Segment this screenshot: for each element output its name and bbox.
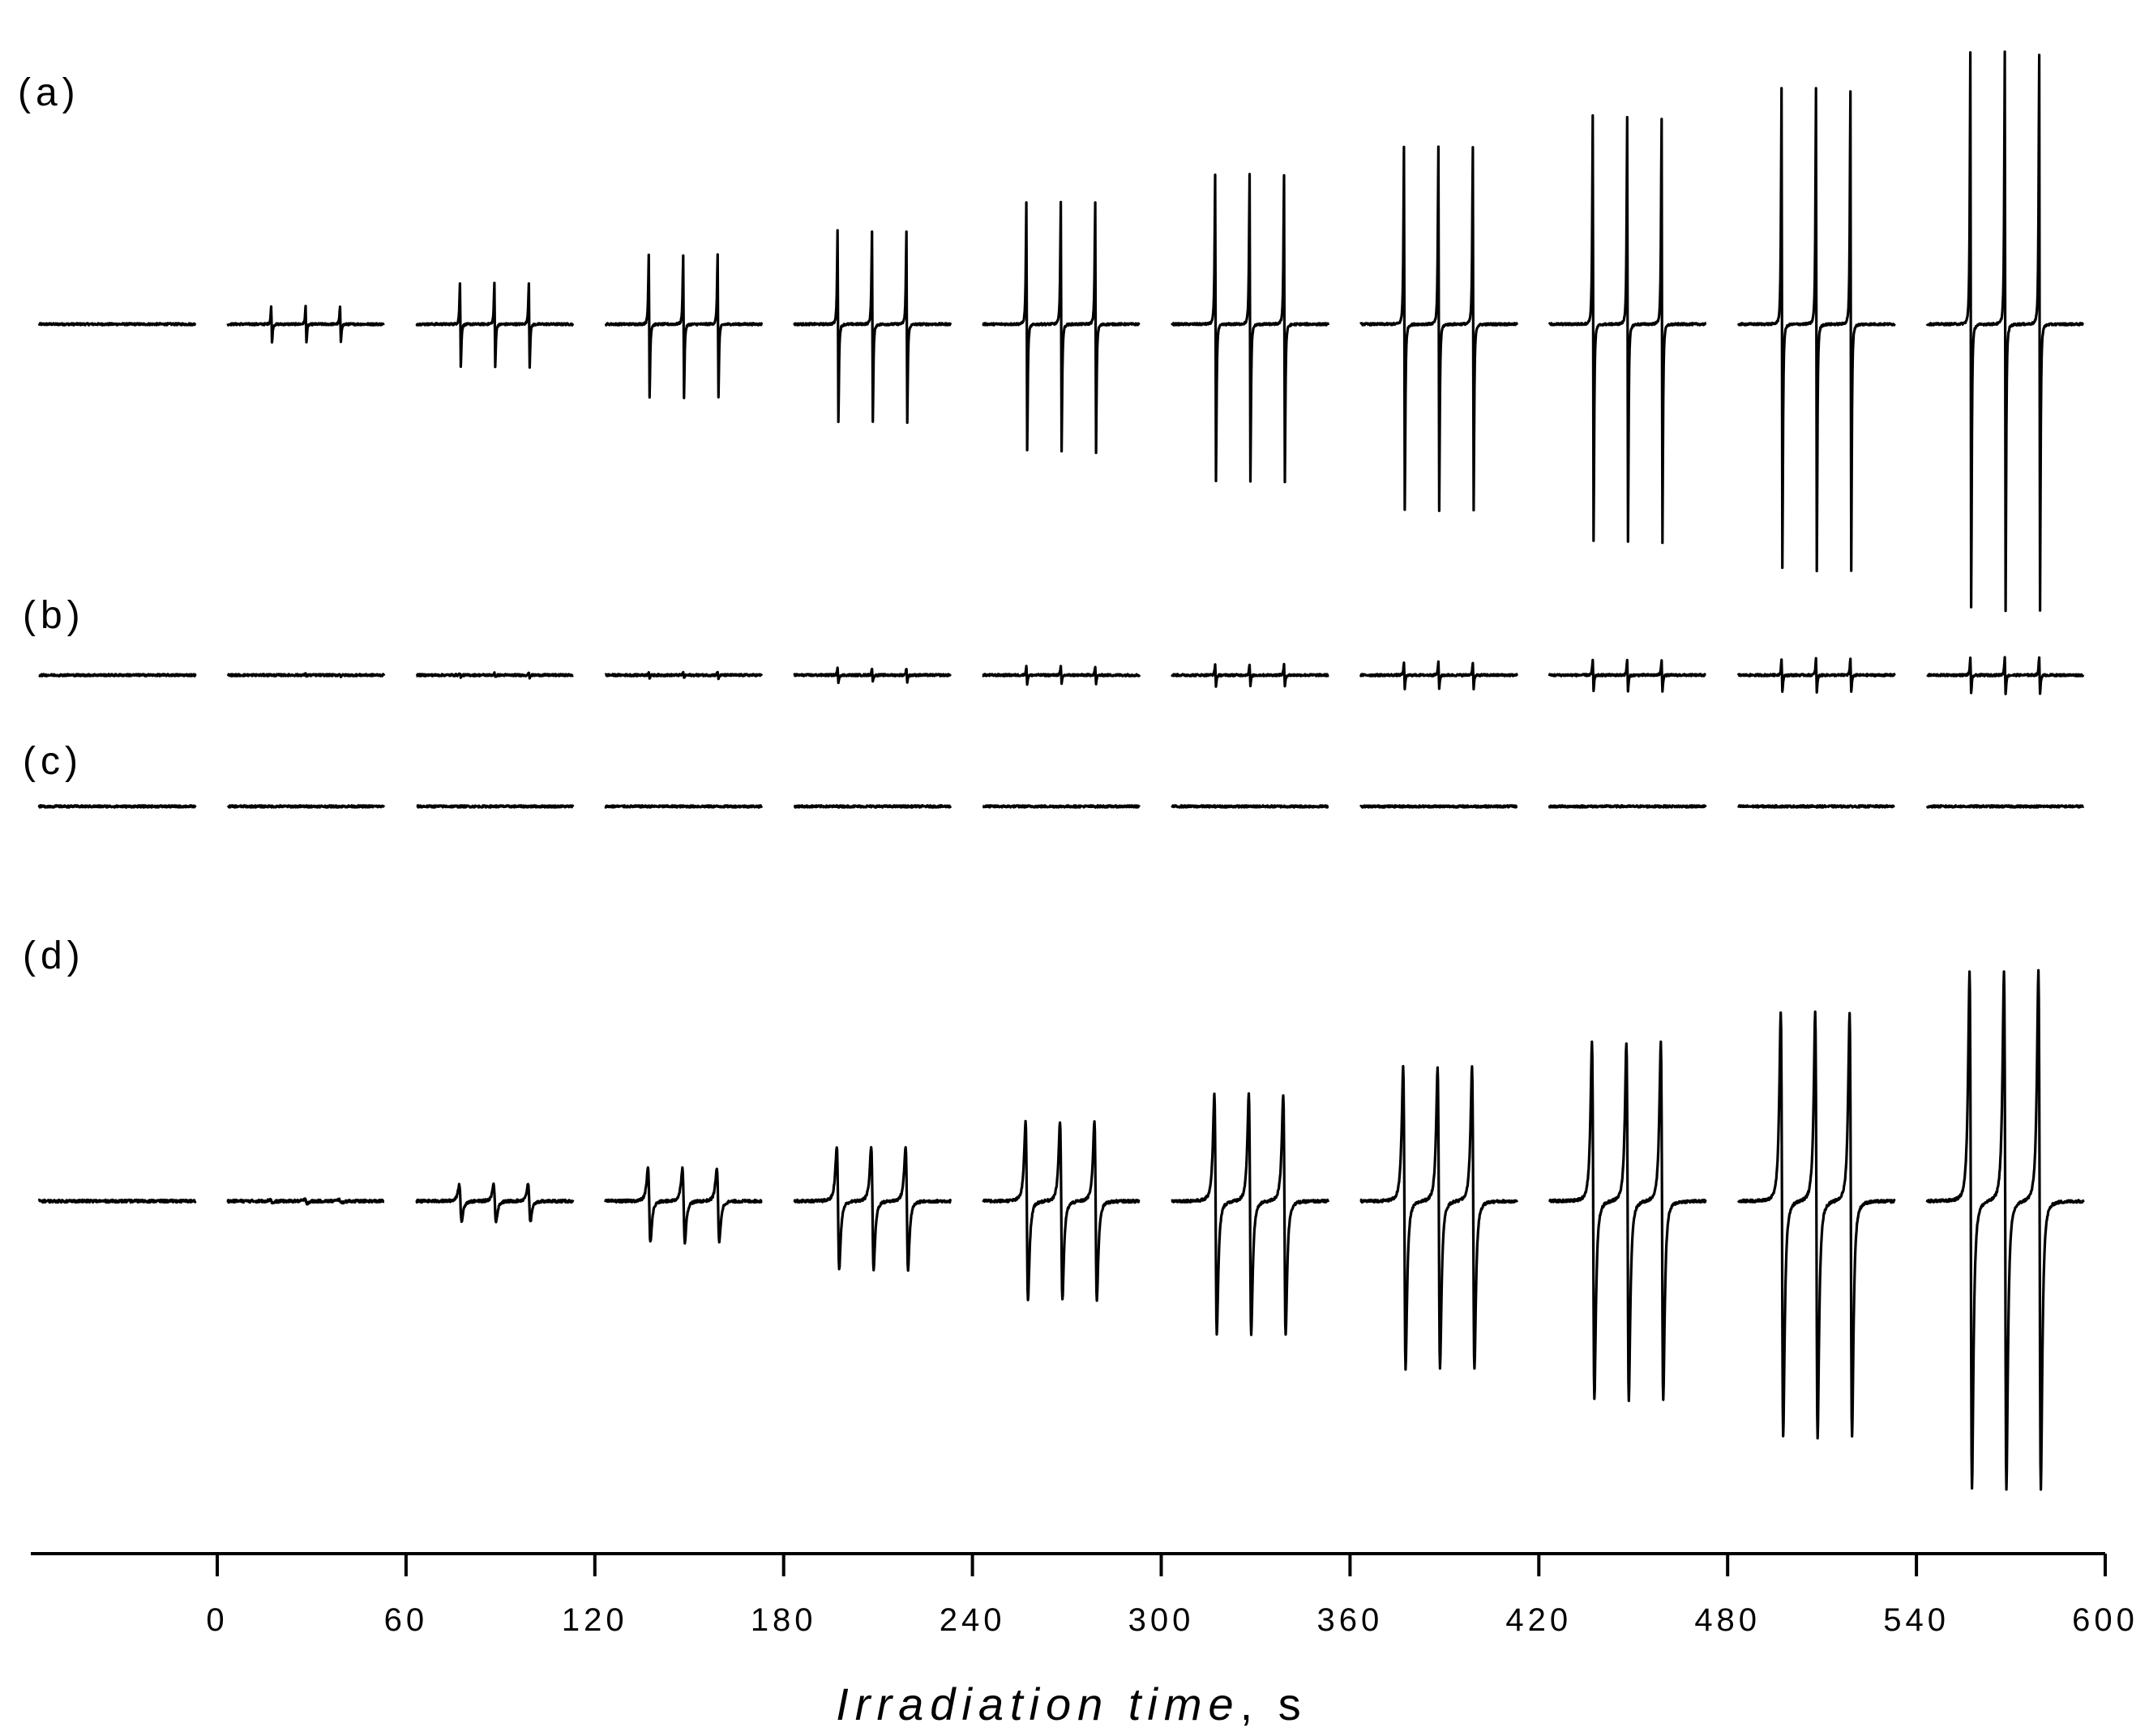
spectrum-trace [1359,660,1518,691]
spectrum-trace [1171,173,1330,484]
spectrum-trace [604,1165,763,1245]
spectrum-trace [37,673,197,678]
spectrum-trace [1926,656,2085,695]
spectrum-trace [982,200,1141,455]
spectrum-trace [1736,804,1896,809]
spectrum-trace [604,804,764,809]
spectrum-trace [226,804,386,809]
spectrum-trace [1359,1064,1518,1371]
panel-label-c: (c) [23,740,83,783]
x-tick-label: 60 [384,1602,429,1638]
spectrum-trace [604,670,764,681]
spectrum-trace [226,672,386,678]
x-tick-label: 120 [562,1602,628,1638]
x-axis: 0 60 120 180 240 300 360 420 480 540 600 [31,1552,2138,1638]
spectrum-trace [1925,50,2085,613]
x-axis-title: Irradiation time, s [836,1678,1308,1730]
spectrum-trace [982,804,1141,809]
spectrum-trace [37,804,197,809]
spectrum-trace [226,1197,386,1206]
spectrum-trace [604,253,764,400]
panel-label-b: (b) [23,594,85,637]
x-tick-label: 540 [1883,1602,1950,1638]
spectrum-trace [793,804,952,809]
spectrum-trace [793,666,952,685]
x-axis-title-unit: , s [1240,1678,1308,1730]
spectrum-trace [1548,1040,1707,1403]
spectra-traces [37,50,2085,1491]
spectrum-trace [1359,145,1518,512]
panel-labels: (a) (b) (c) (d) [18,71,85,977]
x-tick-label: 600 [2072,1602,2138,1638]
spectrum-trace [1548,804,1707,809]
spectrum-trace [1171,804,1329,809]
spectrum-trace [1548,658,1707,693]
x-axis-ticks: 0 60 120 180 240 300 360 420 480 540 600 [206,1554,2138,1638]
spectrum-trace [793,229,952,425]
spectrum-trace [1171,662,1329,688]
spectrum-trace [1359,804,1518,809]
x-tick-label: 360 [1317,1602,1384,1638]
x-tick-label: 0 [206,1602,228,1638]
spectrum-trace [1736,87,1896,573]
spectrum-trace [415,804,575,809]
spectrum-trace [37,322,197,327]
spectrum-trace [226,305,386,344]
panel-label-d: (d) [23,934,85,977]
spectrum-trace [1736,656,1896,694]
x-tick-label: 180 [751,1602,817,1638]
x-tick-label: 300 [1128,1602,1195,1638]
spectrum-trace [1171,1092,1330,1336]
spectrum-trace [1736,1010,1896,1440]
spectrum-trace [1925,968,2085,1491]
spectrum-trace [415,1182,575,1224]
spectrum-trace [415,671,575,680]
spectrum-trace [415,281,575,369]
spectrum-trace [982,665,1141,686]
spectrum-trace [982,1119,1141,1302]
x-tick-label: 480 [1694,1602,1761,1638]
x-tick-label: 420 [1505,1602,1572,1638]
spectrum-trace [793,1145,952,1272]
x-axis-title-main: Irradiation time [836,1678,1239,1730]
panel-label-a: (a) [18,71,80,114]
spectrum-trace [1925,804,2085,809]
x-tick-label: 240 [940,1602,1006,1638]
spectrum-trace [37,1198,197,1204]
spectrum-trace [1548,113,1707,545]
